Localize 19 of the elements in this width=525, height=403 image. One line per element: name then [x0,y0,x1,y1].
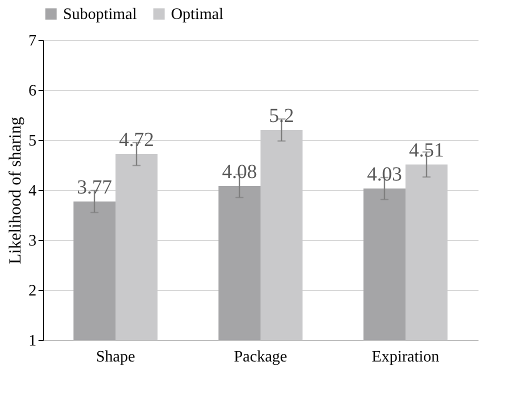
y-tick-label: 2 [28,282,36,300]
y-tick-label: 6 [28,82,36,100]
y-tick-label: 1 [28,332,36,350]
x-tick-label: Expiration [372,348,440,366]
data-label: 4.08 [222,161,257,183]
data-label: 5.2 [269,105,294,127]
x-tick-label: Package [234,348,288,366]
y-tick-label: 7 [28,32,36,50]
data-label: 3.77 [76,176,112,198]
x-tick-label: Shape [96,348,136,366]
legend-label: Suboptimal [63,6,138,23]
legend-label: Optimal [171,6,224,23]
data-label: 4.51 [409,140,444,162]
y-axis-title: Likelihood of sharing [6,116,24,264]
y-tick-label: 5 [28,132,36,150]
data-label: 4.72 [119,129,154,151]
y-tick-label: 3 [28,232,36,250]
y-tick-label: 4 [28,182,36,200]
data-label: 4.03 [366,164,402,186]
